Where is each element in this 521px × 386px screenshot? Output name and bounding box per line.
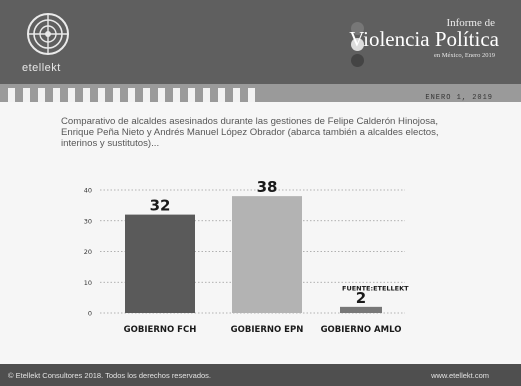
y-tick-label: 20: [84, 248, 92, 256]
report-kicker: Informe de: [446, 17, 495, 29]
strip-tick: [83, 88, 90, 102]
strip-tick: [53, 88, 60, 102]
y-tick-label: 0: [88, 310, 92, 318]
dot-icon: [351, 54, 364, 67]
strip-tick: [128, 88, 135, 102]
bar: [125, 214, 195, 313]
strip-tick: [38, 88, 45, 102]
strip-tick: [158, 88, 165, 102]
date-label: ENERO 1, 2019: [425, 94, 493, 102]
source-annotation: FUENTE:ETELLEKT: [342, 284, 409, 292]
decorative-ticks: [8, 88, 255, 102]
data-label: 38: [257, 178, 278, 196]
footer-website[interactable]: www.etellekt.com: [431, 371, 489, 380]
strip-tick: [98, 88, 105, 102]
report-title: Violencia Política: [349, 27, 499, 51]
bar-chart: 0 10 20 30 40 32 GOBIERNO FCH 38 GOBIERNO EPN 2 GO…: [84, 178, 409, 335]
strip-tick: [173, 88, 180, 102]
data-label: 32: [150, 197, 171, 215]
dot-icon: [351, 22, 364, 35]
traffic-dots: [351, 22, 364, 70]
category-label: GOBIERNO EPN: [231, 325, 304, 335]
strip-tick: [68, 88, 75, 102]
brand-name: etellekt: [22, 62, 61, 74]
bar: [232, 196, 302, 313]
etellekt-logo-icon: [27, 13, 69, 55]
strip-tick: [248, 88, 255, 102]
footer-copyright: © Etellekt Consultores 2018. Todos los d…: [8, 371, 211, 380]
strip-tick: [113, 88, 120, 102]
category-label: GOBIERNO AMLO: [321, 325, 402, 335]
strip-tick: [218, 88, 225, 102]
strip-tick: [203, 88, 210, 102]
chart-description: Comparativo de alcaldes asesinados duran…: [61, 116, 439, 149]
strip-tick: [233, 88, 240, 102]
category-label: GOBIERNO FCH: [124, 325, 197, 335]
strip-tick: [23, 88, 30, 102]
dot-icon: [351, 38, 364, 51]
report-subtitle: en México, Enero 2019: [433, 52, 495, 59]
y-tick-label: 10: [84, 279, 92, 287]
bar: [340, 306, 382, 313]
strip-tick: [143, 88, 150, 102]
y-tick-label: 40: [84, 187, 92, 195]
strip-tick: [8, 88, 15, 102]
strip-tick: [188, 88, 195, 102]
header-banner: etellekt Informe de Violencia Política e…: [0, 0, 521, 84]
footer: © Etellekt Consultores 2018. Todos los d…: [0, 364, 521, 386]
y-tick-label: 30: [84, 217, 92, 225]
data-label: 2: [356, 289, 366, 307]
